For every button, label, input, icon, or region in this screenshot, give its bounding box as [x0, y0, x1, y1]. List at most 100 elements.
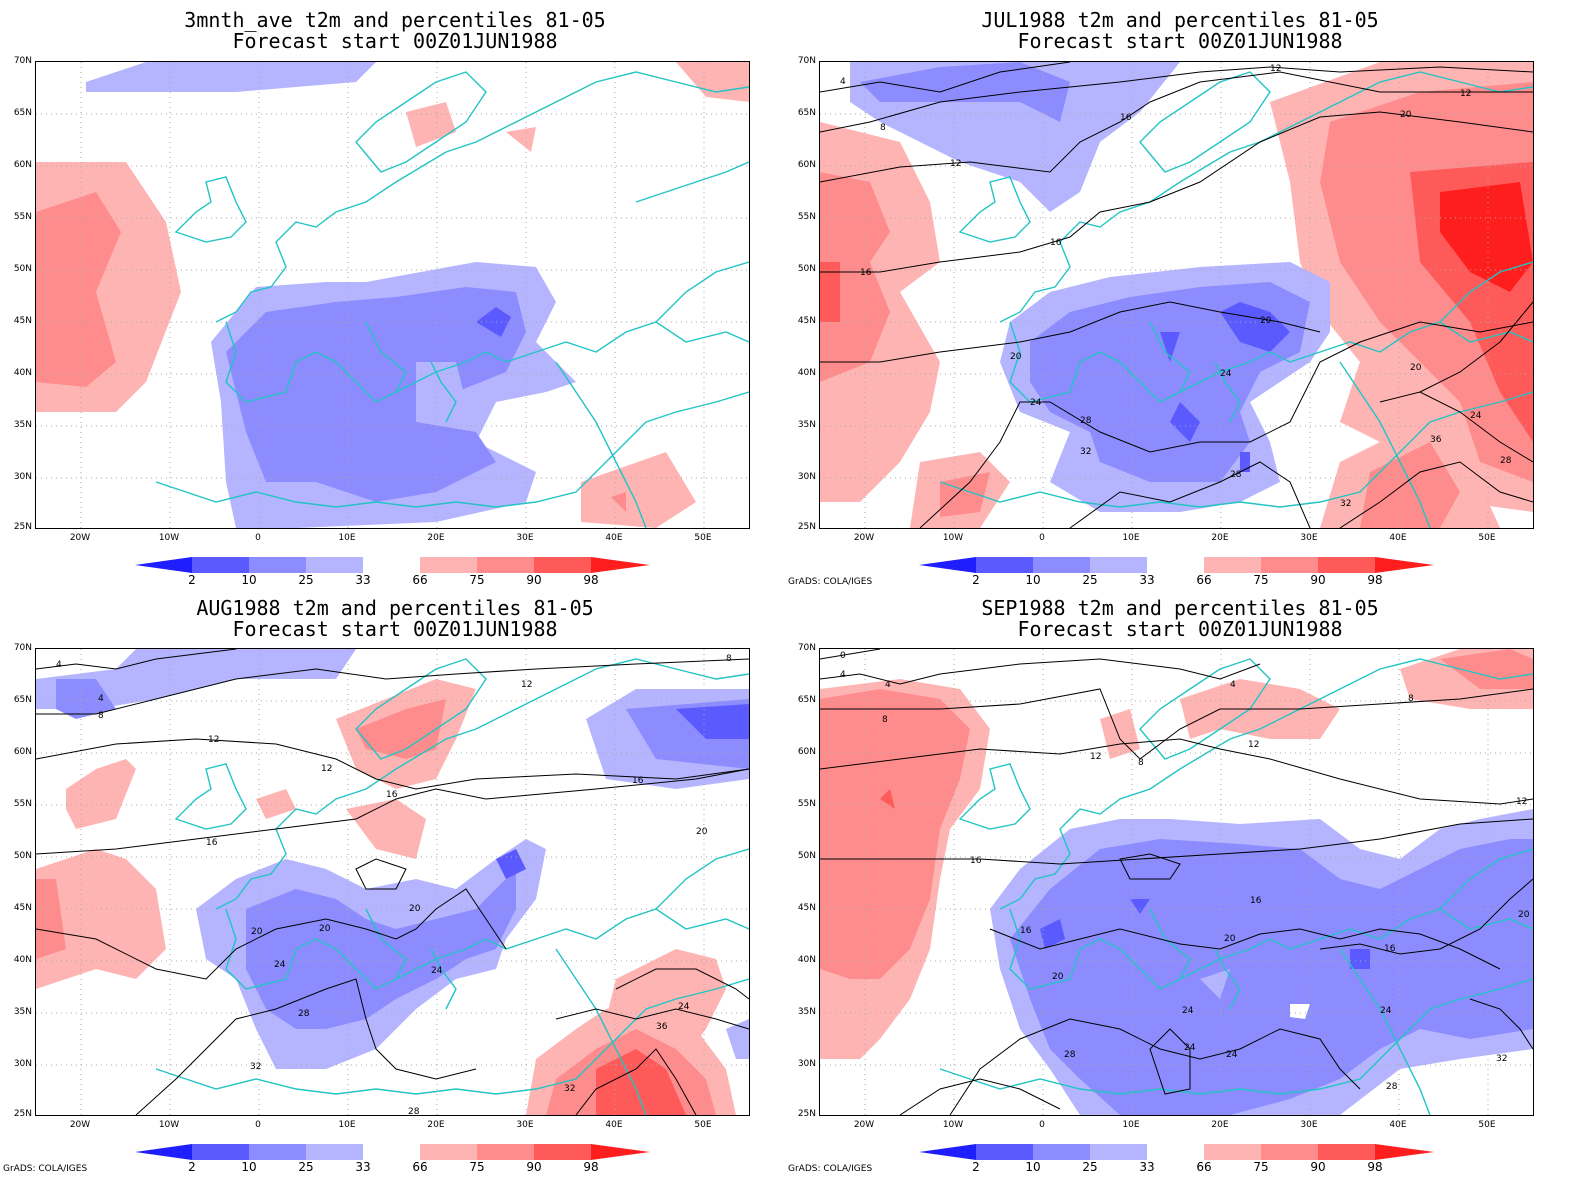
- lat-label: 30N: [13, 472, 32, 482]
- colorbar-label: 10: [241, 1160, 257, 1174]
- contour-label: 8: [1408, 694, 1414, 704]
- lon-label: 20W: [69, 1120, 91, 1130]
- colorbar-seg: [192, 1144, 249, 1160]
- lat-label: 60N: [797, 747, 816, 757]
- contour-label: 12: [950, 159, 961, 169]
- lon-label: 10W: [942, 1120, 964, 1130]
- lon-label: 30E: [1300, 1120, 1318, 1130]
- colorbar-label: 66: [1196, 1160, 1212, 1174]
- lat-label: 40N: [797, 368, 816, 378]
- contour-label: 24: [678, 1002, 690, 1012]
- lat-label: 55N: [13, 212, 32, 222]
- lat-label: 50N: [13, 851, 32, 861]
- contour-label: 8: [98, 711, 104, 721]
- contour-label: 28: [1080, 416, 1092, 426]
- colorbar-seg: [306, 1144, 363, 1160]
- contour-label: 20: [1052, 972, 1064, 982]
- colorbar-label: 2: [972, 573, 980, 587]
- colorbar-seg: [591, 1144, 650, 1160]
- contour-label: 36: [656, 1022, 668, 1032]
- contour-label: 8: [882, 715, 888, 725]
- lat-label: 60N: [797, 160, 816, 170]
- panel-sep1988: SEP1988 t2m and percentiles 81-05 Foreca…: [785, 588, 1575, 1188]
- lat-label: 60N: [13, 160, 32, 170]
- lat-label: 45N: [797, 316, 816, 326]
- colorbar-seg: [1090, 557, 1147, 573]
- colorbar-seg: [1375, 557, 1434, 573]
- lon-label: 20W: [853, 533, 875, 543]
- colorbar-label: 98: [583, 1160, 599, 1174]
- contour-labels: 4 4 8 8 12 12 12 16 16 16 20 20 20 20 24…: [56, 654, 732, 1115]
- colorbar-label: 10: [1025, 1160, 1041, 1174]
- colorbar-seg: [363, 557, 420, 573]
- colorbar-seg: [1033, 1144, 1090, 1160]
- colorbar-seg: [249, 557, 306, 573]
- colorbar-seg: [534, 557, 591, 573]
- map-area: 0 4 4 4 8 8 8 12 12 12 16 16 16 16 20 20…: [819, 648, 1534, 1116]
- map-svg: [36, 62, 749, 528]
- contour-label: 32: [250, 1062, 261, 1072]
- contour-label: 4: [1230, 680, 1236, 690]
- contour-label: 4: [840, 77, 846, 87]
- colorbar-label: 66: [412, 573, 428, 587]
- contour-label: 28: [1230, 470, 1242, 480]
- colorbar-label: 2: [972, 1160, 980, 1174]
- contour-label: 32: [1496, 1054, 1507, 1064]
- lon-label: 10E: [1122, 1120, 1140, 1130]
- contour-label: 24: [1220, 369, 1232, 379]
- colorbar-seg: [1090, 1144, 1147, 1160]
- lon-label: 10W: [158, 1120, 180, 1130]
- shading-layer: [820, 62, 1533, 528]
- lat-label: 65N: [797, 695, 816, 705]
- panel-subtitle: Forecast start 00Z01JUN1988: [232, 617, 558, 641]
- lat-label: 25N: [797, 522, 816, 532]
- contour-label: 12: [1270, 64, 1281, 74]
- contour-label: 28: [1064, 1050, 1076, 1060]
- colorbar-seg: [1261, 1144, 1318, 1160]
- contour-label: 28: [1500, 456, 1512, 466]
- contour-lines: [820, 62, 1533, 528]
- lat-label: 25N: [13, 1109, 32, 1119]
- colorbar-seg: [1204, 557, 1261, 573]
- grads-credit: GrADS: COLA/IGES: [788, 577, 873, 587]
- contour-label: 16: [632, 776, 644, 786]
- lat-label: 55N: [797, 212, 816, 222]
- colorbar-label: 33: [1139, 1160, 1155, 1174]
- map-area: [35, 61, 750, 529]
- contour-label: 12: [208, 735, 219, 745]
- contour-label: 28: [1386, 1082, 1398, 1092]
- lon-label: 10E: [1122, 533, 1140, 543]
- colorbar-seg: [919, 1144, 976, 1160]
- lon-label: 50E: [1478, 1120, 1496, 1130]
- contour-label: 24: [1182, 1006, 1194, 1016]
- colorbar-label: 98: [1367, 1160, 1383, 1174]
- lat-label: 25N: [797, 1109, 816, 1119]
- colorbar-label: 90: [526, 573, 542, 587]
- lat-label: 35N: [797, 1007, 816, 1017]
- lon-label: 40E: [1389, 533, 1407, 543]
- lat-label: 65N: [797, 108, 816, 118]
- lat-label: 50N: [797, 264, 816, 274]
- contour-label: 16: [1050, 238, 1062, 248]
- contour-label: 0: [840, 651, 846, 661]
- lon-label: 40E: [605, 533, 623, 543]
- colorbar: 2 10 25 33 66 75 90 98: [135, 1144, 650, 1174]
- lon-label: 0: [255, 533, 261, 543]
- colorbar-seg: [1033, 557, 1090, 573]
- colorbar-label: 10: [1025, 573, 1041, 587]
- colorbar-label: 33: [355, 573, 371, 587]
- lon-label: 40E: [1389, 1120, 1407, 1130]
- colorbar-seg: [249, 1144, 306, 1160]
- contour-label: 20: [409, 904, 421, 914]
- contour-label: 24: [274, 960, 286, 970]
- coastlines: [939, 658, 1533, 1115]
- colorbar-seg: [919, 557, 976, 573]
- colorbar-seg: [1375, 1144, 1434, 1160]
- lat-label: 35N: [13, 1007, 32, 1017]
- contour-label: 28: [408, 1107, 420, 1115]
- colorbar-svg: [135, 557, 650, 573]
- colorbar-seg: [363, 1144, 420, 1160]
- contour-label: 12: [1248, 740, 1259, 750]
- contour-label: 20: [251, 927, 263, 937]
- contour-label: 16: [386, 790, 398, 800]
